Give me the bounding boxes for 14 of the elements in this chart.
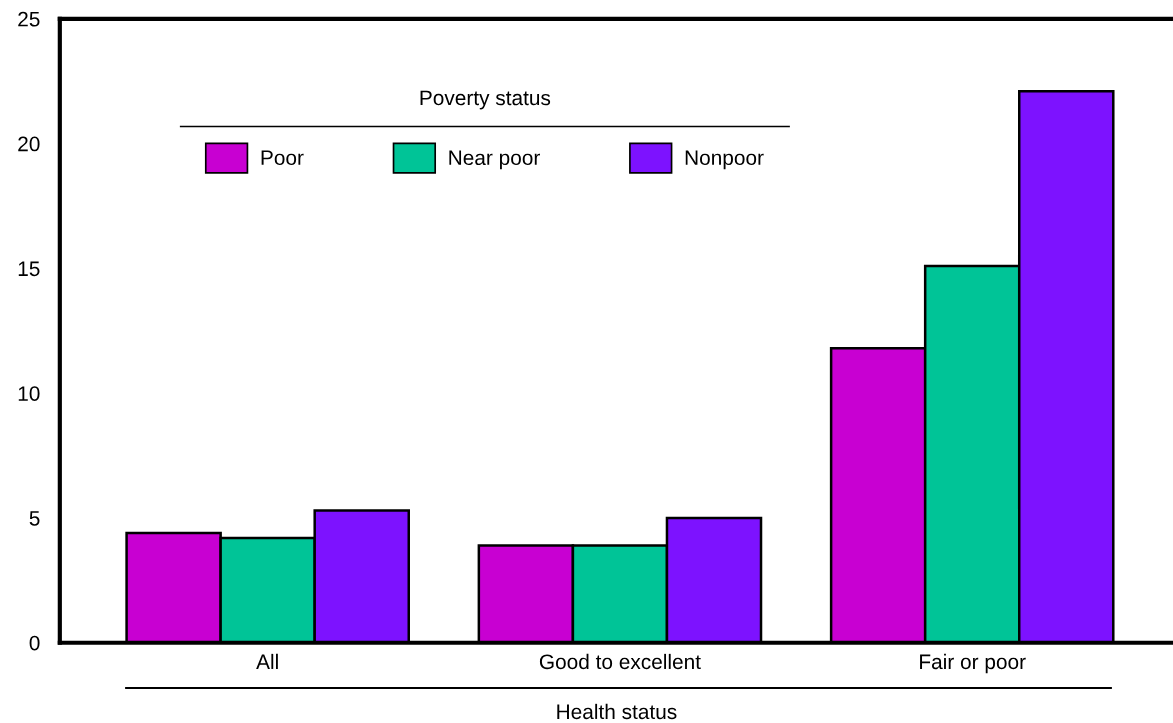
y-tick-label: 15 — [18, 261, 40, 277]
x-axis-title: Health status — [557, 703, 677, 720]
x-tick-label: Good to excellent — [539, 653, 701, 670]
legend-label: Poor — [261, 150, 304, 166]
legend-label: Nonpoor — [685, 150, 764, 170]
legend-title: Poverty status — [420, 90, 551, 110]
legend-label: Near poor — [449, 150, 540, 170]
x-tick-label: Fair or poor — [920, 653, 1026, 674]
y-tick-label: 0 — [29, 635, 40, 651]
y-tick-label: 10 — [18, 386, 40, 401]
y-tick-label: 25 — [18, 11, 40, 27]
y-tick-label: 20 — [18, 136, 40, 152]
y-tick-label: 5 — [29, 511, 40, 526]
x-tick-label: All — [256, 653, 278, 669]
